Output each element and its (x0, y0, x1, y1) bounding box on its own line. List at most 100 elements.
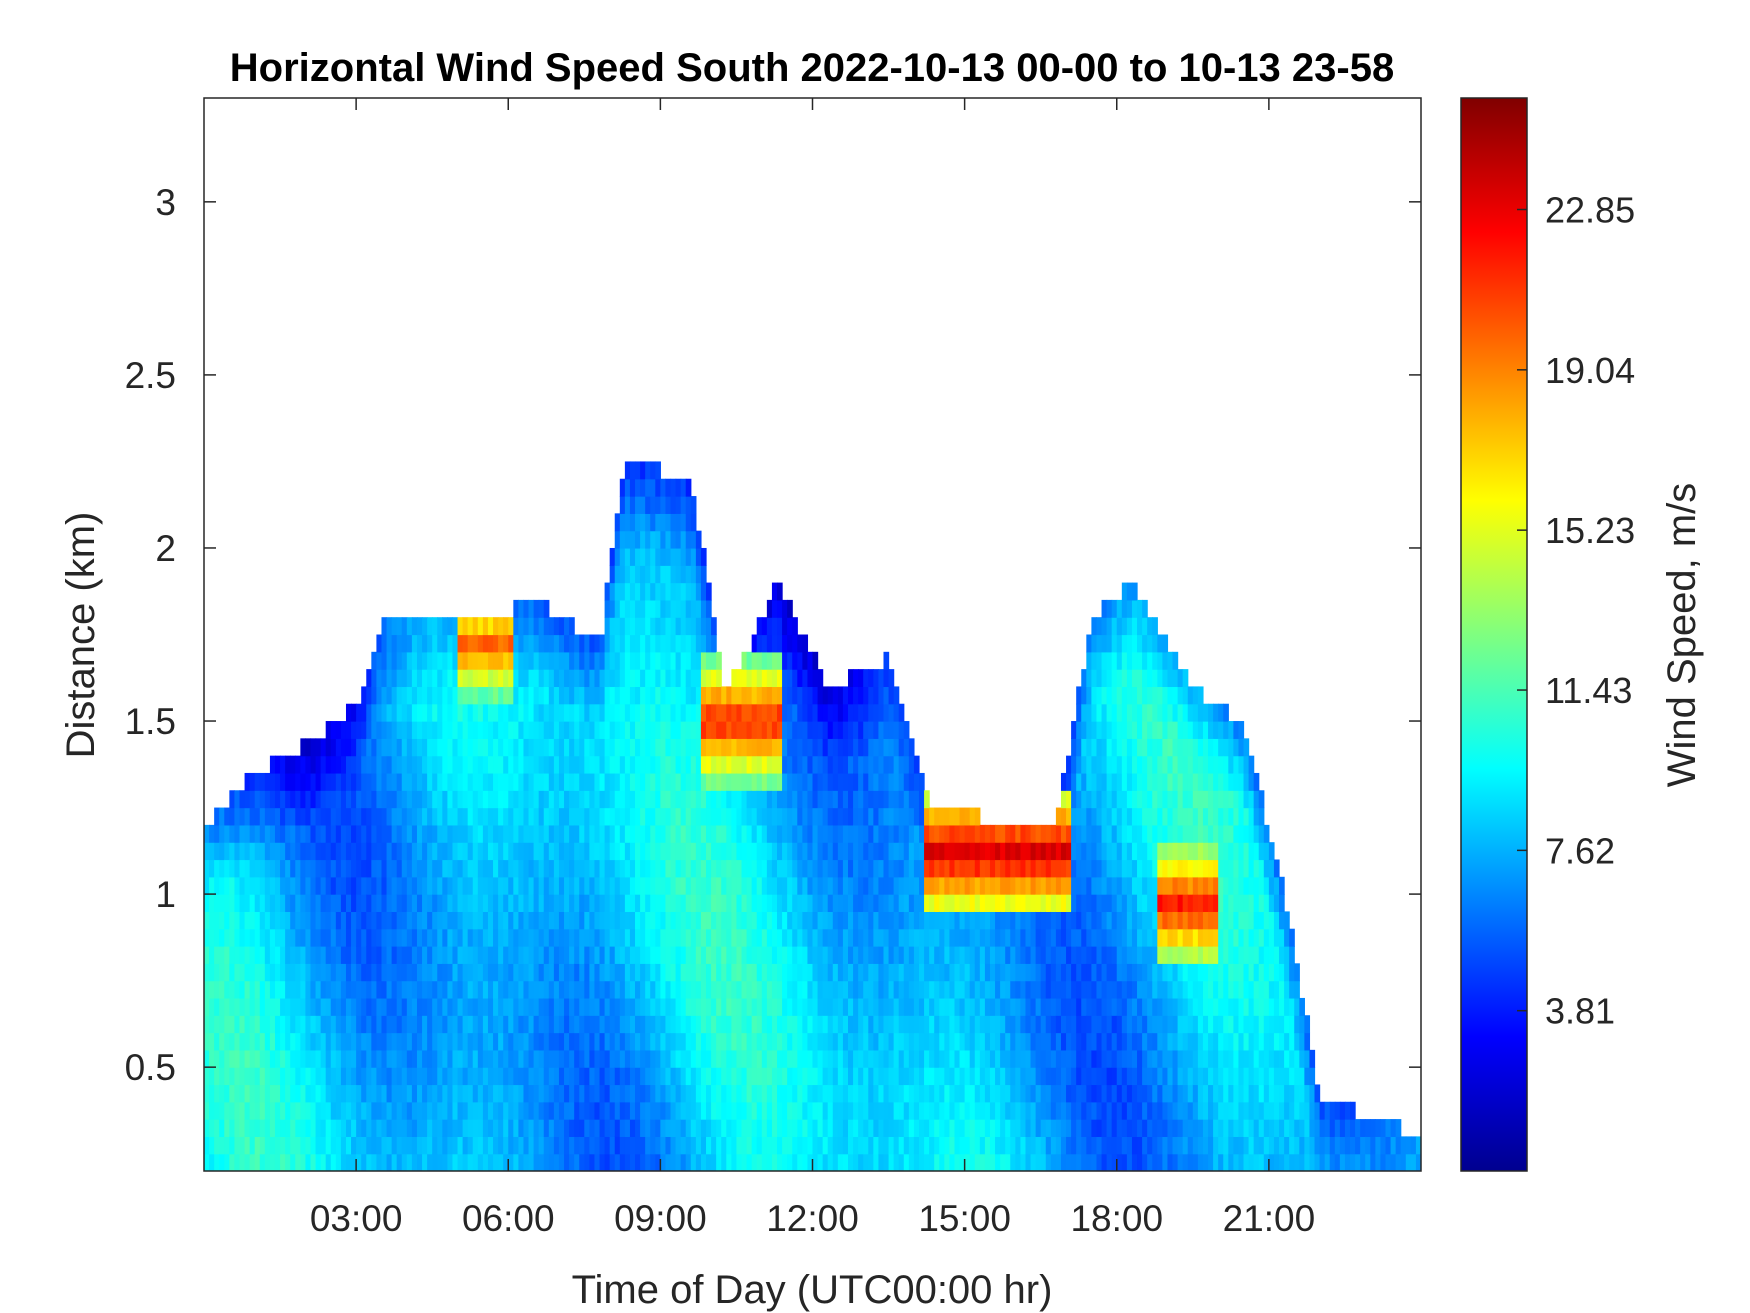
heatmap-cell (244, 1136, 251, 1155)
heatmap-cell (416, 928, 423, 947)
heatmap-cell (498, 1153, 504, 1171)
heatmap-cell (792, 634, 798, 653)
heatmap-cell (280, 946, 286, 964)
heatmap-cell (1020, 894, 1027, 913)
heatmap-cell (832, 894, 839, 913)
heatmap-cell (893, 859, 900, 878)
heatmap-cell (640, 599, 646, 618)
heatmap-cell (305, 755, 312, 774)
heatmap-cell (771, 824, 778, 843)
heatmap-cell (675, 669, 682, 688)
heatmap-cell (564, 911, 570, 930)
heatmap-cell (934, 1101, 940, 1120)
heatmap-cell (863, 1119, 869, 1137)
heatmap-cell (802, 703, 809, 722)
heatmap-cell (386, 617, 393, 636)
heatmap-cell (863, 842, 869, 861)
heatmap-cell (863, 997, 869, 1016)
heatmap-cell (386, 772, 393, 791)
heatmap-cell (629, 686, 636, 705)
heatmap-cell (655, 738, 661, 757)
heatmap-cell (837, 1153, 844, 1171)
heatmap-cell (624, 582, 631, 601)
heatmap-cell (340, 980, 347, 999)
heatmap-cell (457, 1015, 464, 1034)
heatmap-cell (868, 894, 874, 913)
heatmap-cell (939, 1032, 945, 1051)
heatmap-cell (569, 946, 575, 964)
heatmap-cell (574, 824, 580, 843)
heatmap-cell (868, 738, 874, 757)
heatmap-cell (533, 1067, 540, 1086)
heatmap-cell (863, 1049, 869, 1068)
heatmap-cell (543, 738, 550, 757)
heatmap-cell (416, 755, 423, 774)
heatmap-cell (204, 946, 210, 964)
heatmap-cell (868, 1153, 874, 1171)
heatmap-cell (974, 1067, 981, 1086)
heatmap-cell (594, 703, 601, 722)
heatmap-cell (726, 980, 732, 999)
heatmap-cell (873, 894, 880, 913)
heatmap-cell (447, 1032, 454, 1051)
heatmap-cell (513, 1067, 519, 1086)
heatmap-cell (695, 634, 702, 653)
heatmap-cell (548, 703, 555, 722)
heatmap-cell (381, 1136, 388, 1155)
heatmap-cell (685, 1119, 692, 1137)
heatmap-cell (716, 911, 722, 930)
heatmap-cell (706, 842, 712, 861)
heatmap-cell (569, 669, 575, 688)
heatmap-cell (422, 1049, 428, 1068)
heatmap-cell (432, 617, 438, 636)
heatmap-cell (787, 980, 793, 999)
heatmap-cell (716, 946, 722, 964)
heatmap-cell (863, 772, 869, 791)
heatmap-cell (761, 755, 768, 774)
heatmap-cell (685, 911, 692, 930)
heatmap-cell (1076, 980, 1082, 999)
heatmap-cell (452, 894, 459, 913)
heatmap-cell (543, 772, 550, 791)
heatmap-cell (695, 859, 702, 878)
heatmap-cell (361, 1049, 367, 1068)
heatmap-cell (771, 651, 778, 670)
heatmap-cell (913, 1119, 920, 1137)
heatmap-cell (1020, 997, 1027, 1016)
heatmap-cell (320, 963, 327, 982)
heatmap-cell (751, 946, 758, 964)
heatmap-cell (254, 807, 261, 826)
heatmap-cell (584, 946, 590, 964)
heatmap-cell (670, 686, 677, 705)
heatmap-cell (594, 721, 601, 739)
heatmap-cell (229, 928, 236, 947)
heatmap-cell (1045, 980, 1052, 999)
heatmap-cell (640, 461, 646, 480)
heatmap-cell (984, 1119, 991, 1137)
heatmap-cell (685, 755, 692, 774)
heatmap-cell (376, 1084, 383, 1103)
heatmap-cell (513, 894, 519, 913)
heatmap-cell (1050, 1084, 1057, 1103)
heatmap-cell (330, 1032, 337, 1051)
heatmap-cell (386, 669, 393, 688)
heatmap-cell (589, 946, 596, 964)
heatmap-cell (305, 1067, 312, 1086)
heatmap-cell (614, 1119, 621, 1137)
heatmap-cell (564, 634, 570, 653)
heatmap-cell (665, 634, 672, 653)
heatmap-cell (467, 980, 474, 999)
heatmap-cell (629, 824, 636, 843)
heatmap-cell (543, 721, 550, 739)
heatmap-cell (883, 1119, 890, 1137)
heatmap-cell (1010, 876, 1016, 895)
heatmap-cell (868, 772, 874, 791)
heatmap-cell (1040, 928, 1047, 947)
heatmap-cell (619, 1032, 626, 1051)
heatmap-cell (959, 963, 966, 982)
heatmap-cell (863, 859, 869, 878)
heatmap-cell (391, 790, 398, 809)
heatmap-cell (234, 1136, 241, 1155)
heatmap-cell (300, 772, 307, 791)
heatmap-cell (751, 928, 758, 947)
